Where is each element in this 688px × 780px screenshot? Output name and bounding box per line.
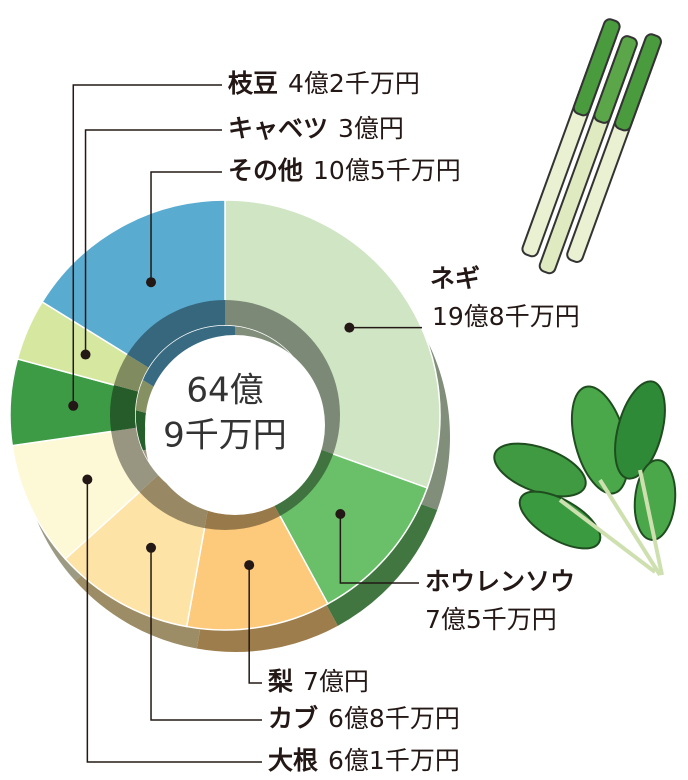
center-total: 9千万円: [163, 416, 287, 456]
leek-illustration: [517, 18, 662, 283]
leader-dot: [81, 350, 91, 360]
inner-shade: [110, 385, 138, 431]
category-label: カブ: [268, 704, 318, 733]
label: 大根 6億1千万円: [268, 746, 460, 775]
chart: 64億 9千万円 ネギ 19億8千万円ホウレンソウ 7億5千万円梨 7億円カブ 6億8千万円…: [0, 0, 688, 780]
leader-dot: [146, 543, 156, 553]
category-label: ホウレンソウ: [425, 567, 575, 596]
label: カブ 6億8千万円: [268, 704, 460, 733]
value-label: 10億5千万円: [313, 156, 461, 185]
label: その他 10億5千万円: [228, 156, 461, 185]
category-label: 大根: [268, 746, 318, 775]
category-label: 枝豆: [228, 69, 278, 98]
category-label: その他: [228, 156, 303, 185]
value-label: 6億8千万円: [328, 704, 460, 733]
value-label: 3億円: [338, 114, 404, 143]
leader-dot: [68, 401, 78, 411]
label: 梨 7億円: [268, 667, 369, 696]
leader-dot: [244, 560, 254, 570]
value-label: 7億円: [303, 667, 369, 696]
leader-dot: [146, 277, 156, 287]
category-label: キャベツ: [228, 114, 328, 143]
leader-dot: [335, 509, 345, 519]
value-label: 4億2千万円: [288, 69, 420, 98]
spinach-illustration: [487, 376, 678, 575]
value-label: 19億8千万円: [432, 302, 580, 331]
label: 枝豆 4億2千万円: [228, 69, 420, 98]
center-total: 64億: [186, 371, 263, 411]
value-label: 6億1千万円: [328, 746, 460, 775]
leader-dot: [82, 474, 92, 484]
value-label: 7億5千万円: [425, 605, 557, 634]
leader-dot: [344, 323, 354, 333]
category-label: ネギ: [430, 264, 480, 293]
category-label: 梨: [268, 667, 293, 696]
label: キャベツ 3億円: [228, 114, 404, 143]
